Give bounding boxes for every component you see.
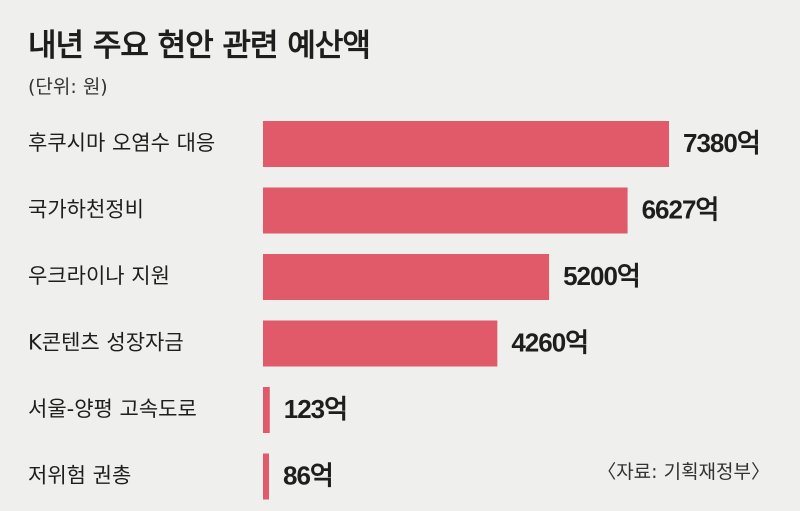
category-label: 우크라이나 지원 [28,264,170,288]
value-label: 7380억 [683,128,760,158]
value-label: 6627억 [642,194,719,224]
value-label: 123억 [284,394,347,424]
bar [263,121,669,167]
value-label: 5200억 [563,261,640,291]
bar [263,254,550,300]
bar [263,387,270,433]
chart-title: 내년 주요 현안 관련 예산액 [28,28,371,64]
category-label: 국가하천정비 [28,198,144,222]
value-label: 4260억 [511,327,588,357]
category-label: 후쿠시마 오염수 대응 [28,131,215,155]
bar [263,320,498,367]
category-label: 서울-양평 고속도로 [28,397,197,421]
category-label: 저위험 권총 [28,464,131,488]
category-label: K콘텐츠 성장자금 [28,331,184,355]
value-label: 86억 [283,460,333,490]
bar [263,187,628,234]
bar [263,453,269,500]
source-note: 〈자료: 기획재정부〉 [597,461,770,483]
unit-label: (단위: 원) [28,76,108,98]
